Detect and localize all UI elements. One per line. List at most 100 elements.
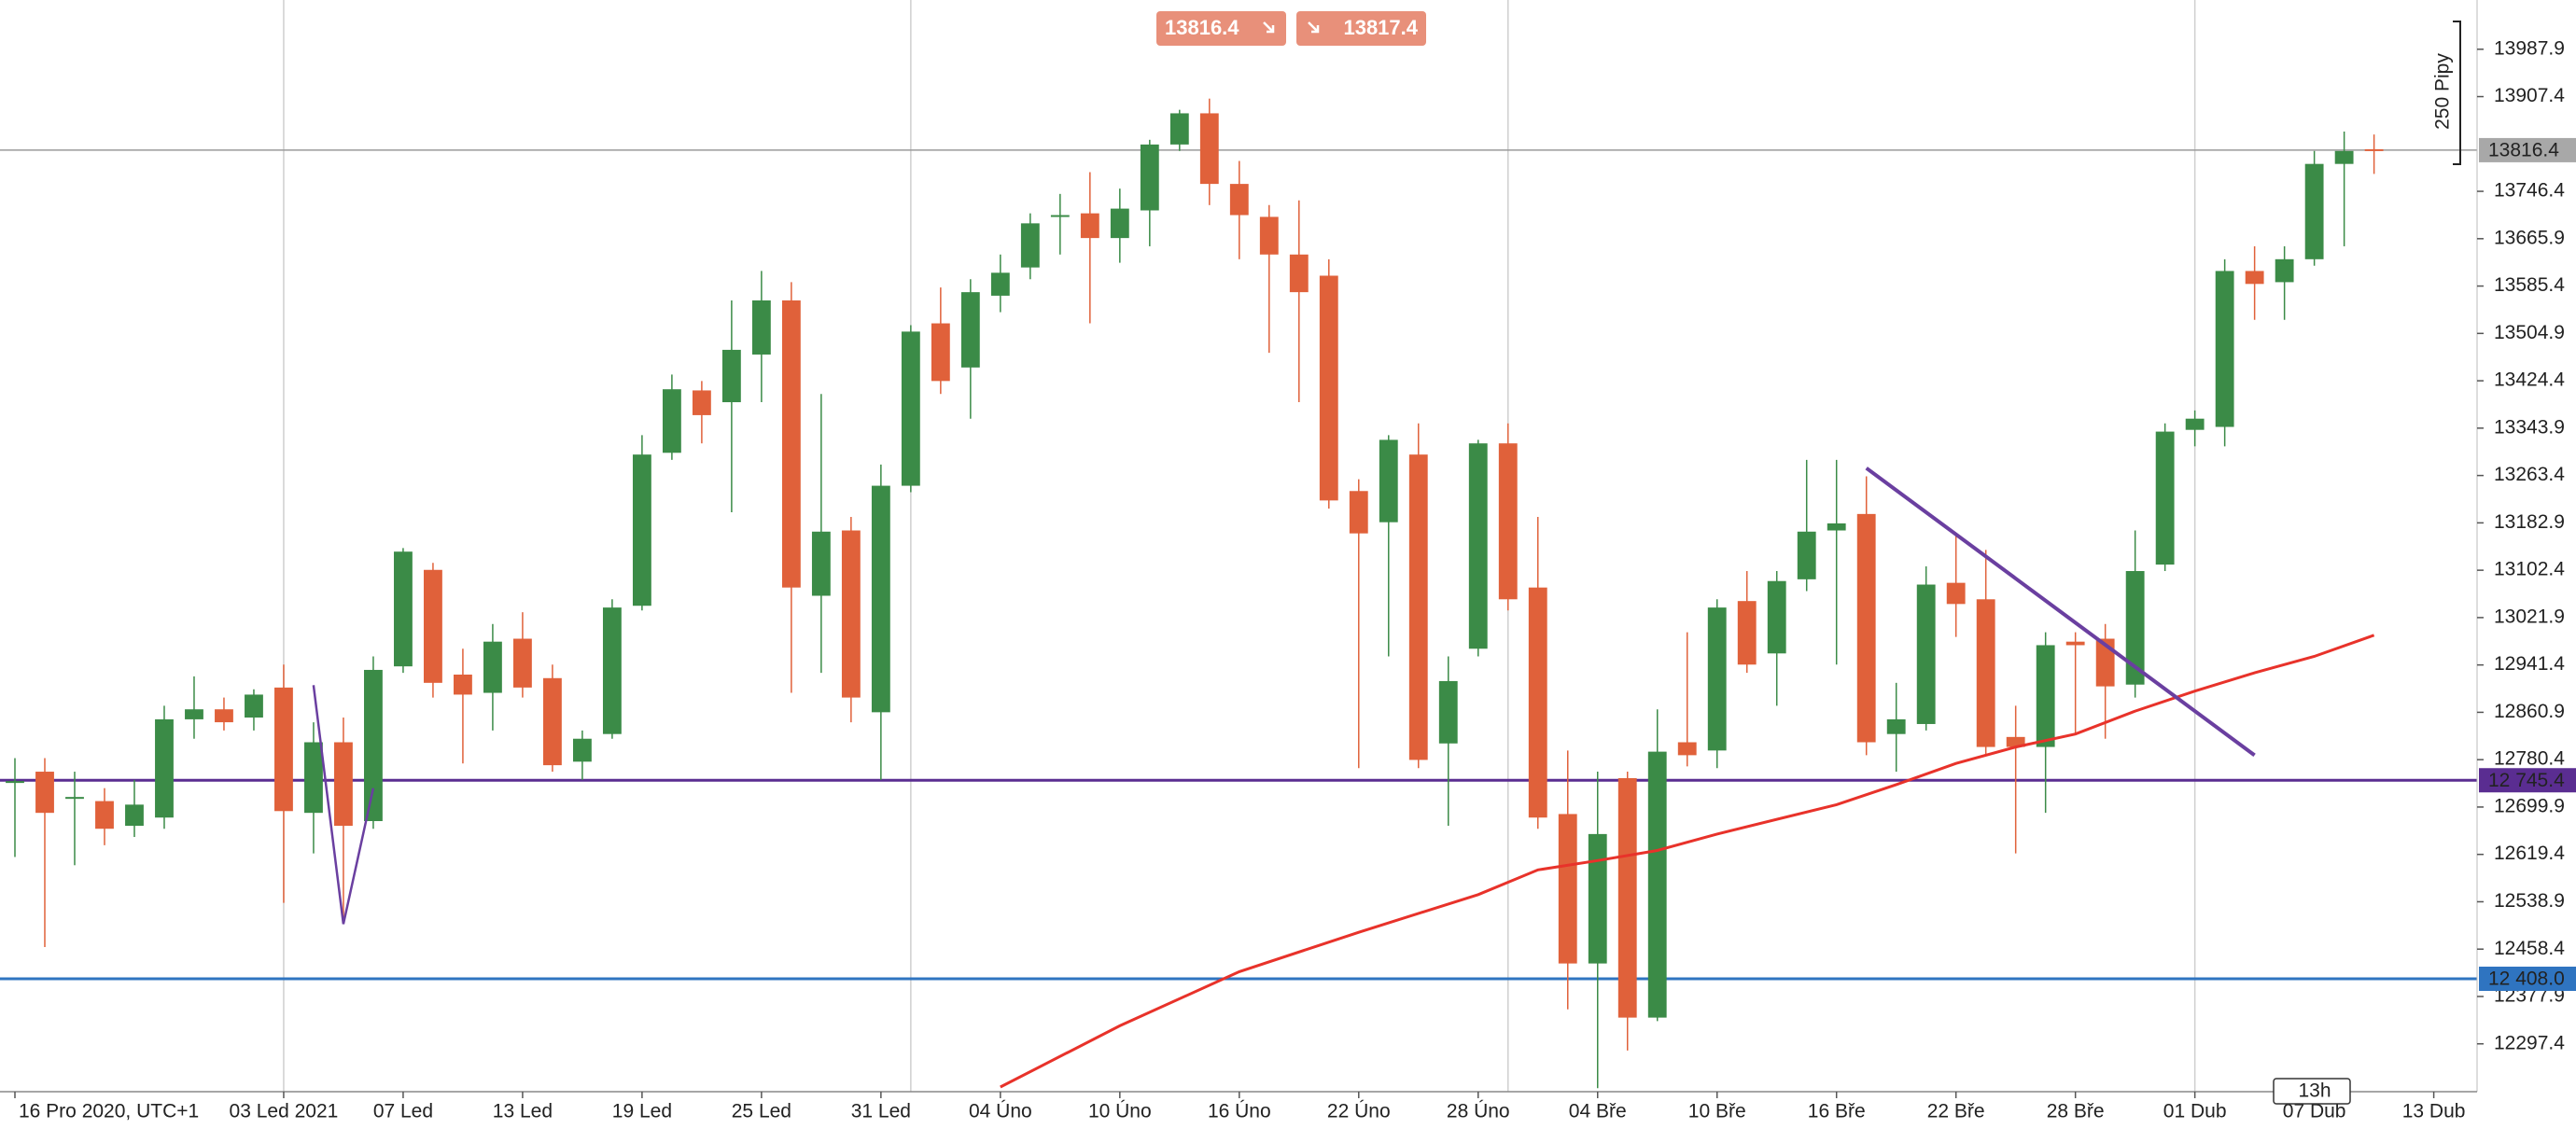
marks bbox=[6, 98, 2384, 1089]
y-tick-label: 13504.9 bbox=[2494, 322, 2565, 343]
buy-button-bg[interactable] bbox=[1296, 11, 1426, 46]
x-tick-label: 03 Led 2021 bbox=[230, 1101, 339, 1122]
candle-body bbox=[1080, 213, 1099, 239]
candle-body bbox=[334, 742, 353, 827]
x-tick-label: 22 Bře bbox=[1927, 1101, 1985, 1122]
timeframe-label[interactable]: 13h bbox=[2298, 1080, 2331, 1102]
grid bbox=[0, 0, 2477, 1092]
candle-body bbox=[662, 389, 681, 453]
candle-body bbox=[2065, 641, 2085, 646]
candle-body bbox=[1438, 680, 1458, 744]
candle-body bbox=[2185, 418, 2205, 430]
price-label: 12 408.0 bbox=[2488, 969, 2565, 990]
candle-body bbox=[245, 694, 263, 718]
x-tick-label: 13 Dub bbox=[2402, 1101, 2466, 1122]
x-tick-label: 04 Bře bbox=[1569, 1101, 1627, 1122]
candle-body bbox=[1647, 751, 1667, 1018]
y-tick-label: 13102.4 bbox=[2494, 559, 2565, 580]
x-tick-label: 28 Úno bbox=[1447, 1101, 1510, 1122]
candle-body bbox=[1856, 513, 1876, 743]
candle-body bbox=[35, 772, 54, 814]
candle-body bbox=[483, 641, 502, 693]
timeframe-box[interactable] bbox=[2273, 1078, 2351, 1105]
candle-body bbox=[1707, 607, 1727, 751]
x-tick-label: 28 Bře bbox=[2047, 1101, 2105, 1122]
candle-body bbox=[1827, 523, 1846, 531]
x-tick-label: 16 Úno bbox=[1208, 1101, 1271, 1122]
x-tick-label: 10 Úno bbox=[1088, 1101, 1152, 1122]
candle-body bbox=[1767, 580, 1786, 654]
candle-body bbox=[2036, 645, 2055, 747]
sell-button[interactable]: 13816.4 bbox=[1156, 11, 1286, 46]
candle-body bbox=[274, 687, 293, 812]
candle-body bbox=[1976, 599, 1995, 747]
y-tick-label: 12941.4 bbox=[2494, 653, 2565, 675]
sell-arrow-icon bbox=[1263, 21, 1275, 34]
sell-price[interactable]: 13816.4 bbox=[1165, 16, 1239, 39]
y-tick-label: 13585.4 bbox=[2494, 274, 2565, 296]
candle-body bbox=[1498, 443, 1518, 600]
candle-body bbox=[215, 709, 233, 723]
y-tick-label: 12538.9 bbox=[2494, 890, 2565, 912]
candle-body bbox=[1558, 814, 1577, 964]
x-tick-label: 04 Úno bbox=[969, 1101, 1032, 1122]
candle-body bbox=[394, 551, 413, 667]
candle-body bbox=[1199, 113, 1219, 185]
candle-body bbox=[304, 742, 323, 814]
x-tick-label: 31 Led bbox=[851, 1101, 911, 1122]
candle-body bbox=[6, 781, 24, 784]
candle-body bbox=[542, 677, 562, 766]
candle-body bbox=[2155, 431, 2175, 565]
x-tick-label: 07 Dub bbox=[2283, 1101, 2346, 1122]
candle-body bbox=[1946, 582, 1966, 605]
x-tick-label: 16 Pro 2020, UTC+1 bbox=[19, 1101, 199, 1122]
x-tick-label: 22 Úno bbox=[1327, 1101, 1391, 1122]
y-tick-label: 13746.4 bbox=[2494, 180, 2565, 202]
price-label-bg bbox=[2479, 768, 2576, 793]
y-tick-label: 13665.9 bbox=[2494, 227, 2565, 248]
candle-body bbox=[692, 390, 711, 415]
x-tick-label: 19 Led bbox=[612, 1101, 672, 1122]
y-tick-label: 13343.9 bbox=[2494, 416, 2565, 438]
buy-price[interactable]: 13817.4 bbox=[1343, 16, 1418, 39]
candle-body bbox=[721, 349, 741, 403]
candle-body bbox=[1468, 443, 1488, 649]
price-label: 12 745.4 bbox=[2488, 770, 2565, 791]
moving-average-line bbox=[1000, 634, 2375, 1089]
sell-button-bg[interactable] bbox=[1156, 11, 1286, 46]
candle-body bbox=[1110, 208, 1129, 239]
y-tick-label: 12860.9 bbox=[2494, 701, 2565, 722]
candle-body bbox=[1140, 144, 1159, 211]
price-label: 13816.4 bbox=[2488, 139, 2559, 160]
candle-body bbox=[65, 797, 84, 800]
candle-body bbox=[185, 709, 203, 719]
candle-body bbox=[95, 801, 114, 829]
x-tick-label: 25 Led bbox=[732, 1101, 791, 1122]
candle-body bbox=[960, 292, 980, 368]
candle-body bbox=[1916, 584, 1936, 724]
x-tick-label: 16 Bře bbox=[1808, 1101, 1866, 1122]
trend-line bbox=[1865, 467, 2256, 758]
candle-body bbox=[871, 485, 890, 713]
candle-body bbox=[1379, 439, 1398, 523]
candle-body bbox=[901, 331, 920, 486]
price-label-bg bbox=[2479, 137, 2576, 162]
candle-body bbox=[751, 300, 771, 355]
candle-body bbox=[2275, 258, 2294, 283]
candle-body bbox=[1319, 275, 1338, 501]
y-tick-label: 13182.9 bbox=[2494, 511, 2565, 533]
candle-body bbox=[454, 674, 472, 695]
candle-body bbox=[1617, 777, 1637, 1018]
buy-button[interactable]: 13817.4 bbox=[1296, 11, 1426, 46]
y-tick-label: 12297.4 bbox=[2494, 1032, 2565, 1053]
candle-body bbox=[990, 272, 1010, 296]
buy-arrow-icon bbox=[1308, 21, 1320, 34]
price-label-bg bbox=[2479, 966, 2576, 991]
candle-body bbox=[1020, 223, 1040, 268]
candle-body bbox=[811, 531, 831, 596]
x-tick-label: 01 Dub bbox=[2163, 1101, 2227, 1122]
candle-body bbox=[2125, 571, 2145, 685]
candle-body bbox=[2304, 163, 2324, 259]
candle-body bbox=[364, 669, 383, 822]
